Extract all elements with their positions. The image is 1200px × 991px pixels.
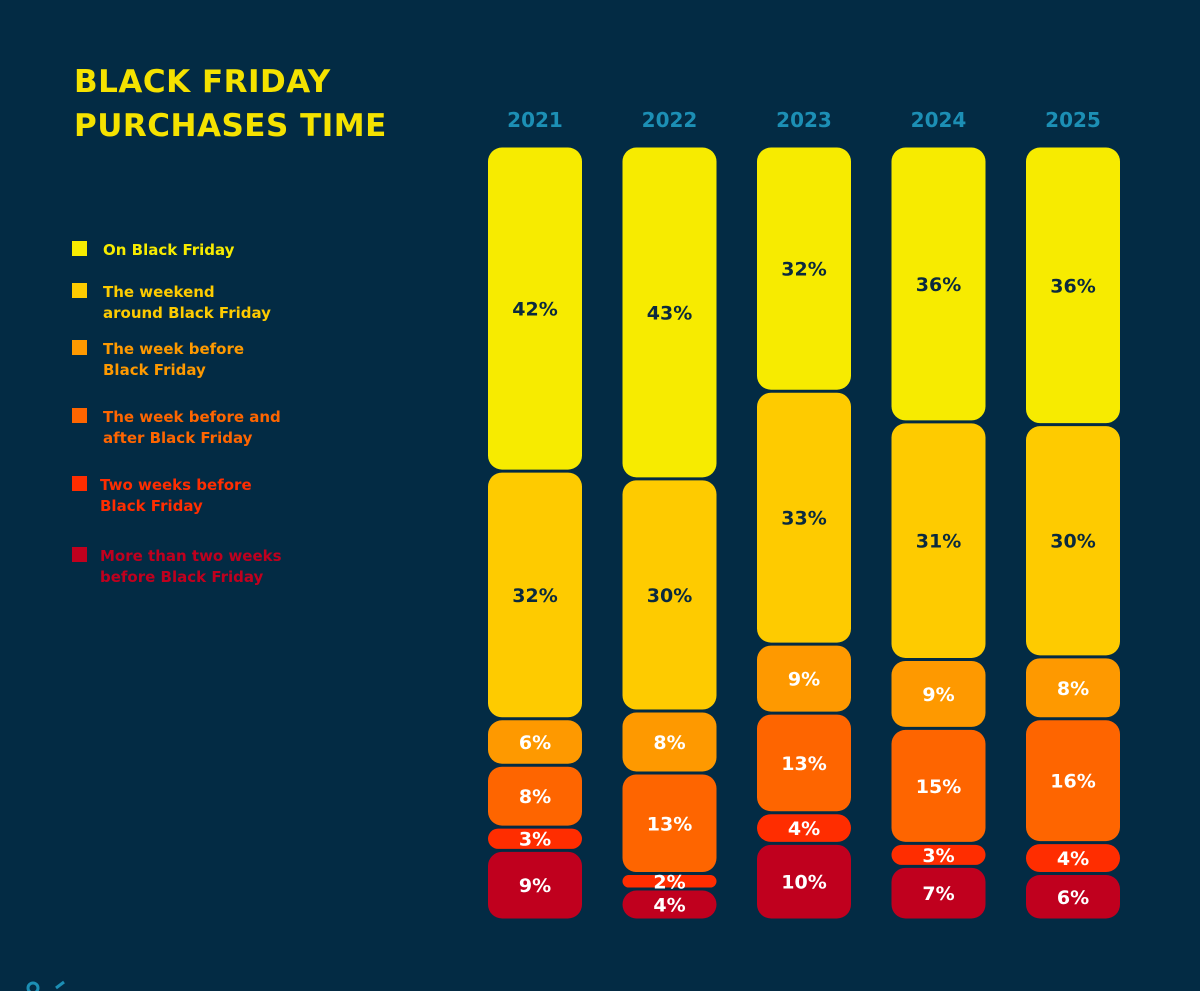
bar-segment-2024-2 — [891, 660, 986, 727]
bar-segment-2023-3 — [757, 714, 851, 812]
data-label-2021-1: 32% — [512, 585, 557, 607]
data-label-2021-5: 9% — [519, 875, 551, 897]
data-label-2023-2: 9% — [788, 669, 820, 691]
bar-segment-2023-5 — [757, 844, 851, 919]
bar-segment-2025-1 — [1026, 426, 1120, 656]
data-label-2025-3: 16% — [1050, 771, 1095, 793]
data-label-2025-5: 6% — [1057, 887, 1089, 909]
legend-swatch — [72, 476, 87, 491]
bar-segment-2022-5 — [622, 890, 717, 919]
legend-label: The weekend around Black Friday — [103, 283, 271, 322]
data-label-2024-0: 36% — [916, 274, 961, 296]
bar-segment-2024-1 — [891, 423, 986, 658]
bar-segment-2025-5 — [1026, 875, 1120, 919]
chart-title: BLACK FRIDAY PURCHASES TIME — [74, 64, 387, 144]
data-label-2023-1: 33% — [781, 508, 826, 530]
data-label-2023-0: 32% — [781, 259, 826, 281]
bar-segment-2024-4 — [891, 844, 986, 865]
legend-label: On Black Friday — [103, 241, 235, 259]
legend-swatch — [72, 241, 87, 256]
bar-segment-2023-4 — [757, 814, 851, 842]
data-label-2023-5: 10% — [781, 872, 826, 894]
data-label-2022-5: 4% — [653, 895, 685, 917]
bar-segment-2025-0 — [1026, 147, 1120, 424]
bar-segment-2025-2 — [1026, 658, 1120, 718]
year-label-2023: 2023 — [776, 108, 832, 132]
legend-label: The week before Black Friday — [103, 340, 245, 379]
data-label-2024-5: 7% — [922, 883, 954, 905]
legend-swatch — [72, 408, 87, 423]
year-label-2021: 2021 — [507, 108, 563, 132]
bar-segment-2023-1 — [757, 392, 851, 643]
year-label-2024: 2024 — [911, 108, 967, 132]
data-label-2025-1: 30% — [1050, 531, 1095, 553]
bar-segment-2023-0 — [757, 147, 851, 390]
data-label-2021-3: 8% — [519, 786, 551, 808]
data-label-2022-4: 2% — [653, 871, 685, 893]
bar-segment-2024-0 — [891, 147, 986, 421]
bar-segment-2022-2 — [622, 712, 717, 772]
data-label-2021-2: 6% — [519, 732, 551, 754]
data-label-2025-2: 8% — [1057, 678, 1089, 700]
legend-swatch — [72, 547, 87, 562]
bar-segment-2022-3 — [622, 774, 717, 873]
bar-segment-2024-5 — [891, 867, 986, 919]
legend-swatch — [72, 283, 87, 298]
data-label-2024-1: 31% — [916, 531, 961, 553]
data-label-2024-3: 15% — [916, 776, 961, 798]
bar-segment-2021-0 — [488, 147, 582, 470]
bar-segment-2025-4 — [1026, 844, 1120, 873]
bar-segment-2022-0 — [622, 147, 717, 478]
data-label-2021-0: 42% — [512, 299, 557, 321]
data-label-2025-0: 36% — [1050, 275, 1095, 297]
year-label-2025: 2025 — [1045, 108, 1101, 132]
data-label-2024-4: 3% — [922, 845, 954, 867]
bar-segment-2021-1 — [488, 472, 582, 718]
legend-swatch — [72, 340, 87, 355]
legend-label: More than two weeks before Black Friday — [100, 547, 282, 586]
bar-segment-2021-3 — [488, 766, 582, 826]
year-label-2022: 2022 — [642, 108, 698, 132]
bar-segment-2025-3 — [1026, 720, 1120, 842]
bar-segment-2021-4 — [488, 828, 582, 849]
data-label-2023-3: 13% — [781, 753, 826, 775]
data-label-2022-2: 8% — [653, 732, 685, 754]
data-label-2022-1: 30% — [647, 585, 692, 607]
bar-segment-2023-2 — [757, 645, 851, 712]
data-label-2022-0: 43% — [647, 302, 692, 324]
data-label-2024-2: 9% — [922, 684, 954, 706]
data-label-2025-4: 4% — [1057, 848, 1089, 870]
bar-segment-2021-5 — [488, 851, 582, 919]
legend-label: Two weeks before Black Friday — [100, 476, 252, 515]
logo-mark-icon — [26, 980, 65, 991]
data-label-2023-4: 4% — [788, 818, 820, 840]
bar-segment-2022-4 — [622, 875, 717, 888]
data-label-2022-3: 13% — [647, 813, 692, 835]
bar-segment-2022-1 — [622, 480, 717, 710]
data-label-2021-4: 3% — [519, 829, 551, 851]
legend: On Black Friday The weekend around Black… — [72, 0, 332, 700]
bar-segment-2021-2 — [488, 720, 582, 764]
bar-segment-2024-3 — [891, 729, 986, 842]
legend-label: The week before and after Black Friday — [103, 408, 281, 447]
